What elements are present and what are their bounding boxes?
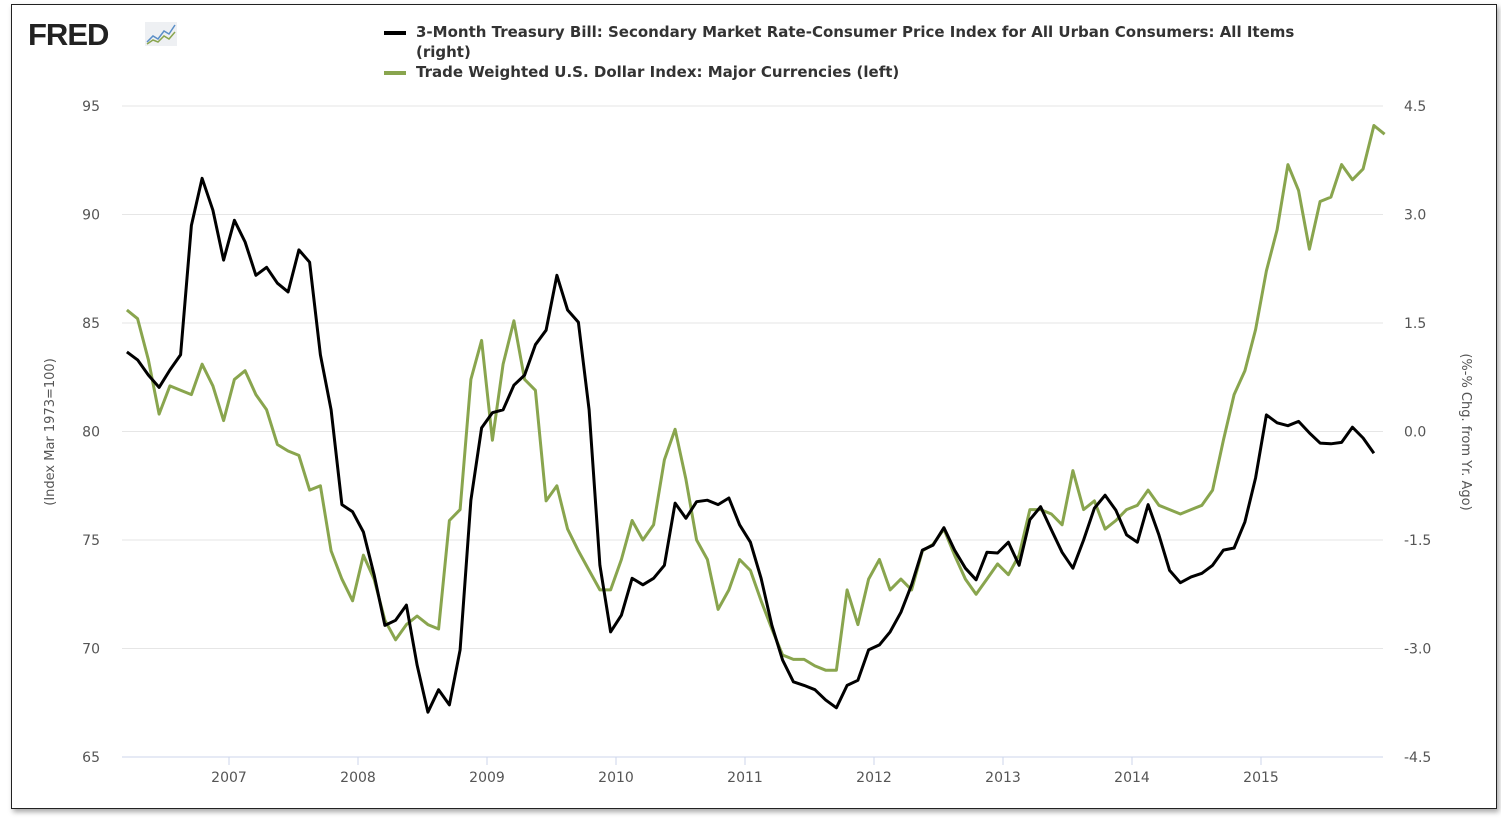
right-axis-label: (%-% Chg. from Yr. Ago) — [1458, 353, 1473, 510]
right-tick-label: -1.5 — [1404, 533, 1431, 549]
legend: 3-Month Treasury Bill: Secondary Market … — [384, 22, 1344, 82]
left-tick-label: 95 — [82, 99, 100, 115]
x-tick-label: 2008 — [340, 770, 376, 786]
legend-swatch — [384, 71, 406, 75]
series-line-tbill-cpi — [126, 176, 1376, 714]
legend-label: Trade Weighted U.S. Dollar Index: Major … — [416, 63, 900, 81]
chart-frame — [11, 4, 1497, 809]
right-tick-label: 4.5 — [1404, 99, 1426, 115]
fred-logo: FRED — [28, 17, 109, 52]
left-tick-label: 65 — [82, 750, 100, 766]
left-axis-label: (Index Mar 1973=100) — [43, 358, 58, 506]
right-tick-label: 3.0 — [1404, 208, 1426, 224]
x-tick-label: 2012 — [856, 770, 892, 786]
left-tick-label: 80 — [82, 425, 100, 441]
fred-chart-logo-icon — [145, 22, 177, 46]
legend-item-tbill[interactable]: 3-Month Treasury Bill: Secondary Market … — [384, 22, 1344, 62]
right-tick-label: -4.5 — [1404, 750, 1431, 766]
legend-item-dollar-index[interactable]: Trade Weighted U.S. Dollar Index: Major … — [384, 62, 1344, 82]
right-tick-label: 0.0 — [1404, 425, 1426, 441]
x-tick-label: 2007 — [211, 770, 247, 786]
x-tick-label: 2009 — [469, 770, 505, 786]
left-tick-label: 70 — [82, 642, 100, 658]
series-line-dollar-index — [125, 124, 1386, 672]
x-tick-label: 2013 — [985, 770, 1021, 786]
x-tick-label: 2015 — [1243, 770, 1279, 786]
x-tick-label: 2010 — [598, 770, 634, 786]
right-tick-label: -3.0 — [1404, 642, 1431, 658]
x-tick-label: 2011 — [727, 770, 763, 786]
left-tick-label: 85 — [82, 316, 100, 332]
legend-swatch — [384, 31, 406, 35]
x-tick-label: 2014 — [1114, 770, 1150, 786]
left-tick-label: 75 — [82, 533, 100, 549]
legend-label: 3-Month Treasury Bill: Secondary Market … — [416, 23, 1295, 61]
left-tick-label: 90 — [82, 208, 100, 224]
right-tick-label: 1.5 — [1404, 316, 1426, 332]
